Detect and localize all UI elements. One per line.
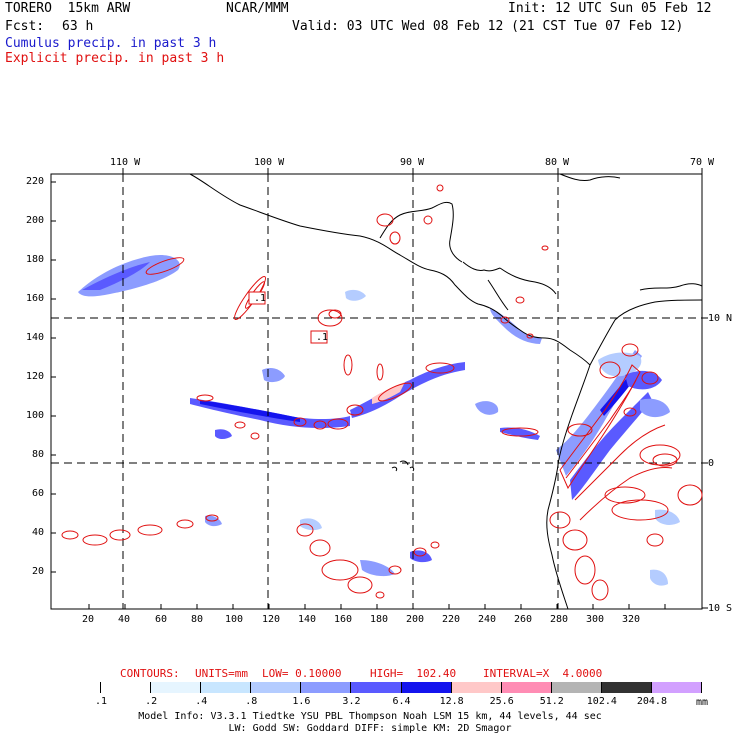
y-tick-label: 120 [26, 371, 45, 382]
x-tick-label: 260 [514, 614, 533, 625]
lon-label: 100 W [254, 157, 285, 168]
model-info-line2: LW: Godd SW: Goddard DIFF: simple KM: 2D… [228, 723, 512, 734]
contour-label-box [248, 291, 266, 305]
y-tick-label: 80 [32, 449, 45, 460]
contours-units: UNITS=mm [195, 667, 248, 680]
lon-label: 90 W [400, 157, 425, 168]
colorbar-label: 1.6 [292, 696, 311, 707]
colorbar-label: 102.4 [586, 696, 617, 707]
x-tick-label: 280 [550, 614, 569, 625]
colorbar-label: 3.2 [342, 696, 361, 707]
x-tick-label: 160 [334, 614, 353, 625]
y-tick-label: 180 [26, 254, 45, 265]
x-tick-label: 300 [586, 614, 605, 625]
lat-label: 10 N [708, 313, 733, 324]
explicit-precip-contours [61, 184, 703, 601]
x-tick-label: 200 [406, 614, 425, 625]
contour-value-label: .1 [316, 332, 329, 343]
y-tick-label: 60 [32, 488, 45, 499]
model-title: TORERO 15km ARW [5, 1, 131, 16]
x-tick-label: 40 [118, 614, 131, 625]
colorbar-swatch [101, 682, 152, 693]
valid-time: Valid: 03 UTC Wed 08 Feb 12 (21 CST Tue … [292, 19, 684, 34]
colorbar-label: 204.8 [636, 696, 667, 707]
x-tick-label: 80 [191, 614, 204, 625]
contour-label-box [310, 330, 328, 344]
x-tick-label: 20 [82, 614, 95, 625]
lon-label: 70 W [690, 157, 715, 168]
colorbar-label: .1 [95, 696, 108, 707]
colorbar-swatch [551, 682, 602, 693]
x-tick-label: 100 [225, 614, 244, 625]
colorbar-label: .4 [195, 696, 208, 707]
contours-interval: INTERVAL=X 4.0000 [483, 667, 603, 680]
colorbar-swatch [351, 682, 402, 693]
axis-ticks [51, 168, 708, 609]
legend-cumulus: Cumulus precip. in past 3 h [5, 36, 217, 51]
contours-low: LOW= 0.10000 [262, 667, 342, 680]
colorbar-swatch [251, 682, 302, 693]
colorbar-label: 51.2 [539, 696, 564, 707]
forecast-hours: 63 h [62, 19, 94, 34]
x-tick-label: 240 [478, 614, 497, 625]
y-tick-label: 200 [26, 215, 45, 226]
lat-lon-grid [51, 174, 702, 609]
colorbar-swatch [451, 682, 502, 693]
contour-value-label: .1 [254, 293, 267, 304]
colorbar-swatch [301, 682, 352, 693]
colorbar-swatch [651, 682, 702, 693]
colorbar-unit: mm [696, 697, 709, 708]
x-tick-label: 140 [298, 614, 317, 625]
map-frame [50, 173, 703, 610]
cumulus-precip-shading [78, 254, 680, 586]
x-tick-label: 180 [370, 614, 389, 625]
colorbar-label: 6.4 [392, 696, 411, 707]
y-tick-label: 220 [26, 176, 45, 187]
colorbar-label: 25.6 [489, 696, 514, 707]
y-tick-label: 40 [32, 527, 45, 538]
model-info-line1: Model Info: V3.3.1 Tiedtke YSU PBL Thomp… [138, 711, 602, 722]
y-tick-label: 20 [32, 566, 45, 577]
y-tick-label: 140 [26, 332, 45, 343]
colorbar-swatch [401, 682, 452, 693]
colorbar-swatch [201, 682, 252, 693]
colorbar-swatch [51, 682, 102, 693]
forecast-label: Fcst: [5, 19, 45, 34]
legend-explicit: Explicit precip. in past 3 h [5, 51, 225, 66]
x-tick-label: 220 [442, 614, 461, 625]
lon-label: 80 W [545, 157, 570, 168]
x-tick-label: 60 [155, 614, 168, 625]
colorbar-swatch [601, 682, 652, 693]
lat-label: 0 [708, 458, 715, 469]
lon-label: 110 W [110, 157, 141, 168]
colorbar-label: .8 [245, 696, 258, 707]
organization: NCAR/MMM [226, 1, 289, 16]
x-tick-label: 320 [622, 614, 641, 625]
x-tick-label: 120 [262, 614, 281, 625]
colorbar-label: .2 [145, 696, 158, 707]
contours-high: HIGH= 102.40 [370, 667, 457, 680]
contours-title: CONTOURS: [120, 667, 180, 680]
coastlines [189, 173, 703, 610]
y-tick-label: 100 [26, 410, 45, 421]
colorbar-swatch [501, 682, 552, 693]
y-tick-label: 160 [26, 293, 45, 304]
colorbar-label: 12.8 [439, 696, 464, 707]
init-time: Init: 12 UTC Sun 05 Feb 12 [508, 1, 712, 16]
colorbar-swatch [151, 682, 202, 693]
lat-label: 10 S [708, 603, 733, 614]
